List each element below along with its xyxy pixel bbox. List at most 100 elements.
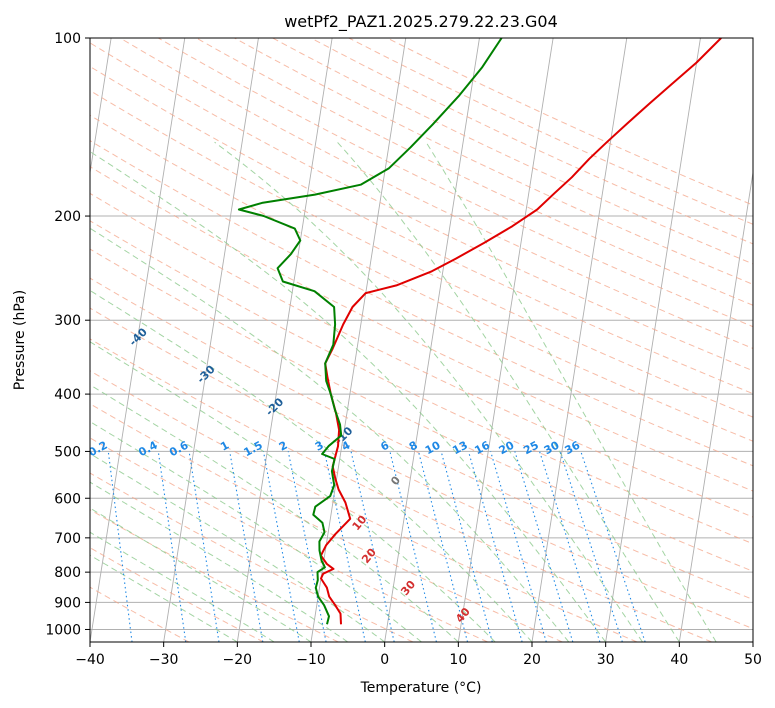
dry-adiabat-line xyxy=(90,437,488,642)
x-axis-label: Temperature (°C) xyxy=(360,680,482,696)
dry-adiabat-line xyxy=(90,42,753,372)
x-tick-label: 0 xyxy=(380,652,389,668)
dry-adiabat-label: -50 xyxy=(59,286,82,309)
line-label-layer: 0.10.20.40.611.52346810131620253036-100-… xyxy=(0,235,583,625)
moist-adiabat-line xyxy=(214,141,643,642)
dry-adiabat-line xyxy=(157,38,753,328)
mixing-ratio-label: 16 xyxy=(472,438,492,457)
x-tick-label: 10 xyxy=(449,652,467,668)
moist-adiabat-line xyxy=(90,554,238,642)
mixing-ratio-line xyxy=(514,451,574,642)
dry-adiabat-line xyxy=(90,166,753,492)
moist-adiabat-line xyxy=(90,289,533,642)
dry-adiabat-line xyxy=(119,38,753,349)
isotherm-line xyxy=(90,38,186,642)
y-tick-label: 600 xyxy=(54,491,81,507)
x-axis-ticks: −40 −30 −20 −10 0 10 20 30 40 50 xyxy=(75,642,762,668)
mixing-ratio-line xyxy=(580,451,646,642)
isotherm-line xyxy=(678,169,753,642)
dry-adiabat-line xyxy=(90,586,190,642)
mixing-ratio-line xyxy=(287,451,327,642)
y-axis-ticks: 100 200 300 400 500 600 700 800 900 1000 xyxy=(45,31,90,638)
dry-adiabat-line xyxy=(90,192,753,518)
y-tick-label: 500 xyxy=(54,444,81,460)
mixing-ratio-label: 25 xyxy=(521,439,541,458)
isotherm-line xyxy=(90,38,112,176)
moist-adiabat-line xyxy=(90,507,312,642)
dry-adiabat-line xyxy=(90,370,638,642)
mixing-ratio-line xyxy=(107,451,133,642)
mixing-ratio-line xyxy=(229,451,264,642)
isotherm-line xyxy=(236,38,333,642)
x-tick-label: 40 xyxy=(670,652,688,668)
plot-frame xyxy=(89,37,754,643)
isotherm-line xyxy=(384,38,480,642)
dry-adiabat-line xyxy=(90,114,753,442)
x-tick-label: −20 xyxy=(223,652,253,668)
dry-adiabat-line xyxy=(90,65,753,395)
y-tick-label: 400 xyxy=(54,387,81,403)
series-layer xyxy=(237,38,722,625)
isotherm-line xyxy=(531,38,628,642)
isotherm-line xyxy=(457,38,554,642)
dry-adiabat-label: -10 xyxy=(332,424,355,447)
mixing-ratio-label: 13 xyxy=(450,439,470,458)
dry-adiabat-line xyxy=(234,38,753,285)
mixing-ratio-label: 10 xyxy=(423,438,443,457)
dry-adiabat-line xyxy=(90,472,414,642)
y-tick-label: 100 xyxy=(54,31,81,47)
moist-adiabat-label: 40 xyxy=(453,605,473,625)
isotherm-line xyxy=(752,639,753,642)
x-tick-label: −30 xyxy=(149,652,179,668)
moist-adiabat-line xyxy=(425,141,717,642)
y-tick-label: 200 xyxy=(54,209,81,225)
chart-title: wetPf2_PAZ1.2025.279.22.23.G04 xyxy=(284,12,558,32)
y-tick-label: 700 xyxy=(54,531,81,547)
dry-adiabat-line xyxy=(348,38,753,225)
mixing-ratio-line xyxy=(262,451,300,642)
dry-adiabat-line xyxy=(90,220,753,545)
dry-adiabat-label: -30 xyxy=(194,363,217,386)
mixing-ratio-label: 36 xyxy=(563,438,583,457)
y-tick-label: 300 xyxy=(54,313,81,329)
moist-adiabat-line xyxy=(90,151,607,642)
dry-adiabat-label: -40 xyxy=(127,325,150,348)
moist-adiabat-label: 30 xyxy=(398,578,418,598)
dry-adiabat-line xyxy=(90,338,712,642)
mixing-ratio-line xyxy=(539,451,601,642)
mixing-ratio-line xyxy=(467,451,523,642)
y-axis-label: Pressure (hPa) xyxy=(12,290,28,390)
mixing-ratio-label: 20 xyxy=(497,438,517,457)
mixing-ratio-line xyxy=(389,451,437,642)
y-tick-label: 1000 xyxy=(45,622,81,638)
x-tick-label: 20 xyxy=(523,652,541,668)
isotherm-line xyxy=(163,38,259,642)
dry-adiabat-line xyxy=(90,90,753,418)
moist-adiabat-line xyxy=(90,420,422,642)
mixing-ratio-line xyxy=(157,451,187,642)
dry-adiabat-line xyxy=(196,38,753,306)
dry-adiabat-line xyxy=(272,38,753,265)
dry-adiabat-label: -60 xyxy=(0,235,17,258)
moist-adiabat-line xyxy=(90,531,275,642)
mixing-ratio-label: 30 xyxy=(542,438,562,457)
moist-adiabat-line xyxy=(337,141,680,642)
mixing-ratio-line xyxy=(417,451,469,642)
dry-adiabat-line xyxy=(310,38,753,245)
x-tick-label: 50 xyxy=(744,652,762,668)
grid-layer xyxy=(90,38,753,642)
x-tick-label: −10 xyxy=(296,652,326,668)
dry-adiabat-line xyxy=(90,307,753,630)
mixing-ratio-line xyxy=(490,451,547,642)
dry-adiabat-line xyxy=(90,140,753,467)
mixing-ratio-line xyxy=(323,451,366,642)
mixing-ratio-line xyxy=(188,451,220,642)
dry-adiabat-line xyxy=(386,38,753,206)
mixing-ratio-line xyxy=(350,451,395,642)
dewpoint-profile xyxy=(237,38,503,625)
y-tick-label: 900 xyxy=(54,595,81,611)
temperature-profile xyxy=(319,38,722,625)
moist-adiabat-line xyxy=(90,481,349,642)
dry-adiabat-line xyxy=(90,248,753,572)
